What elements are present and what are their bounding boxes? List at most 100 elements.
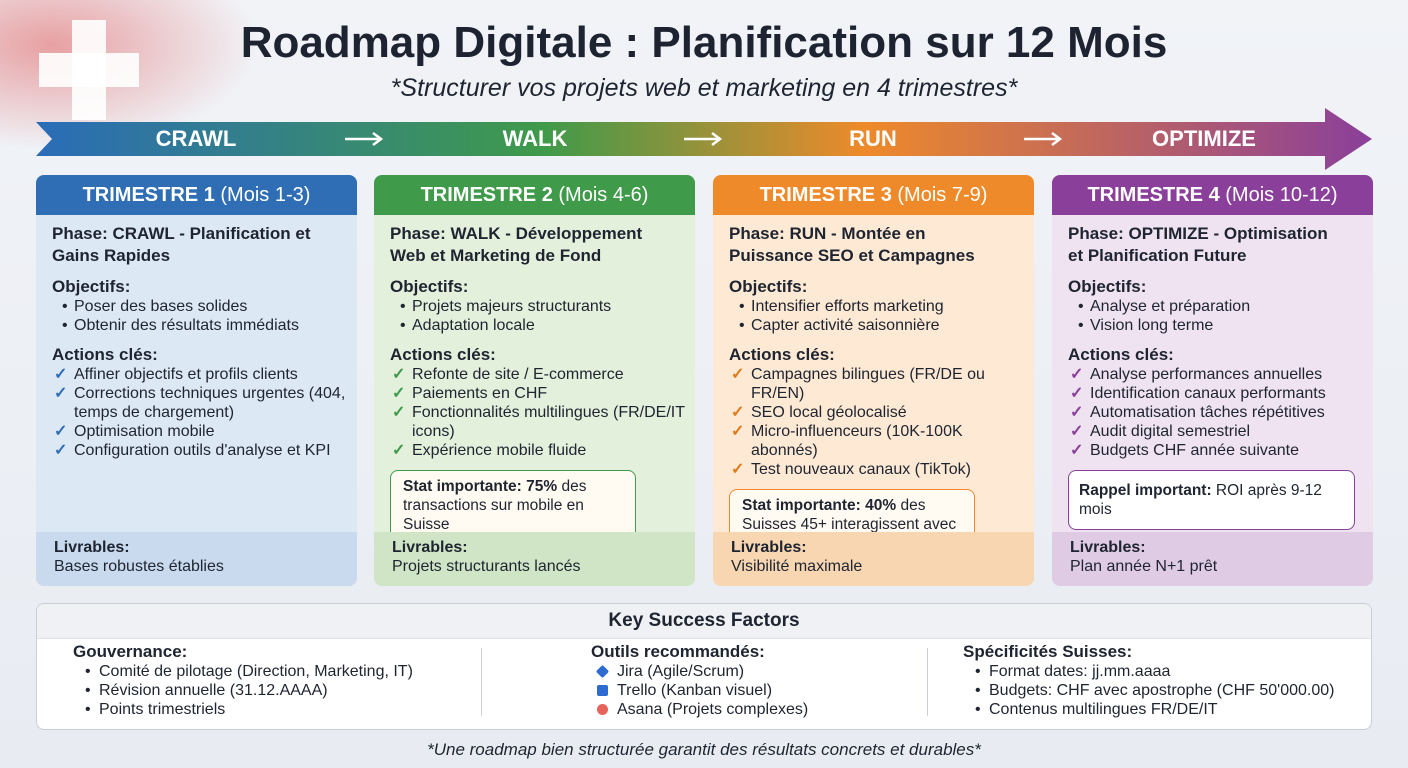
subtitle: *Structurer vos projets web et marketing…: [390, 74, 1018, 102]
phase-text: Phase: OPTIMIZE - Optimisation et Planif…: [1068, 224, 1328, 265]
action: Optimisation mobile: [52, 422, 347, 441]
stat-text: ROI après 9-12 mois: [1079, 482, 1322, 518]
objective: Obtenir des résultats immédiats: [52, 316, 347, 335]
deliverables-title: Livrables:: [731, 539, 807, 556]
title: Roadmap Digitale : Planification sur 12 …: [240, 18, 1168, 67]
deliverable: Bases robustes établies: [54, 558, 224, 575]
action: Automatisation tâches répétitives: [1068, 403, 1363, 422]
deliverable: Projets structurants lancés: [392, 558, 581, 575]
actions-list: Refonte de site / E-commercePaiements en…: [390, 365, 685, 460]
quarter-months: (Mois 10-12): [1225, 184, 1338, 206]
footer: *Une roadmap bien structurée garantit de…: [427, 740, 981, 759]
action: Fonctionnalités multilingues (FR/DE/IT i…: [390, 403, 685, 441]
phase-text: Phase: WALK - Développement Web et Marke…: [390, 224, 643, 265]
success-item: Points trimestriels: [77, 700, 413, 719]
action: Paiements en CHF: [390, 384, 685, 403]
quarter-label: TRIMESTRE 1: [82, 184, 215, 206]
stat-bold: Stat importante: 75%: [403, 478, 558, 495]
actions-title: Actions clés:: [52, 345, 158, 364]
objective: Intensifier efforts marketing: [729, 297, 1024, 316]
quarter-header: TRIMESTRE 1 (Mois 1-3): [36, 175, 357, 215]
stat-bold: Stat importante: 40%: [742, 497, 897, 514]
phase-text: Phase: RUN - Montée en Puissance SEO et …: [729, 224, 975, 265]
deliverables-title: Livrables:: [392, 539, 468, 556]
quarter-content: Phase: WALK - Développement Web et Marke…: [390, 223, 685, 541]
quarter-header: TRIMESTRE 4 (Mois 10-12): [1052, 175, 1373, 215]
objectives-list: Analyse et préparationVision long terme: [1068, 297, 1363, 335]
success-item: Comité de pilotage (Direction, Marketing…: [77, 662, 413, 681]
quarter-content: Phase: OPTIMIZE - Optimisation et Planif…: [1068, 223, 1363, 530]
actions-title: Actions clés:: [390, 345, 496, 364]
deliverables: Livrables: Plan année N+1 prêt: [1052, 532, 1373, 586]
objective: Poser des bases solides: [52, 297, 347, 316]
action: Refonte de site / E-commerce: [390, 365, 685, 384]
objective: Capter activité saisonnière: [729, 316, 1024, 335]
objectives-list: Poser des bases solidesObtenir des résul…: [52, 297, 347, 335]
objectives-title: Objectifs:: [1068, 277, 1147, 296]
action: Configuration outils d'analyse et KPI: [52, 441, 347, 460]
quarter-label: TRIMESTRE 4: [1087, 184, 1220, 206]
action: Test nouveaux canaux (TikTok): [729, 460, 1024, 479]
action: Corrections techniques urgentes (404, te…: [52, 384, 347, 422]
actions-title: Actions clés:: [729, 345, 835, 364]
objectives-title: Objectifs:: [729, 277, 808, 296]
objectives-list: Intensifier efforts marketingCapter acti…: [729, 297, 1024, 335]
deliverable: Plan année N+1 prêt: [1070, 558, 1218, 575]
objective: Projets majeurs structurants: [390, 297, 685, 316]
success-list: Jira (Agile/Scrum) Trello (Kanban visuel)…: [595, 662, 808, 719]
success-column-title: Outils recommandés:: [591, 642, 765, 661]
success-list: Format dates: jj.mm.aaaaBudgets: CHF ave…: [967, 662, 1334, 719]
objective: Analyse et préparation: [1068, 297, 1363, 316]
success-list: Comité de pilotage (Direction, Marketing…: [77, 662, 413, 719]
stat-box: Rappel important: ROI après 9-12 mois: [1068, 470, 1355, 530]
actions-list: Analyse performances annuellesIdentifica…: [1068, 365, 1363, 460]
success-item: Contenus multilingues FR/DE/IT: [967, 700, 1334, 719]
objective: Adaptation locale: [390, 316, 685, 335]
deliverables: Livrables: Visibilité maximale: [713, 532, 1034, 586]
quarter-header: TRIMESTRE 3 (Mois 7-9): [713, 175, 1034, 215]
deliverables-title: Livrables:: [54, 539, 130, 556]
quarter-card: TRIMESTRE 4 (Mois 10-12) Phase: OPTIMIZE …: [1052, 175, 1373, 586]
success-item: Budgets: CHF avec apostrophe (CHF 50'000…: [967, 681, 1334, 700]
action: Affiner objectifs et profils clients: [52, 365, 347, 384]
quarter-content: Phase: CRAWL - Planification et Gains Ra…: [52, 223, 347, 460]
quarter-card: TRIMESTRE 3 (Mois 7-9) Phase: RUN - Monté…: [713, 175, 1034, 586]
deliverable: Visibilité maximale: [731, 558, 863, 575]
success-title: Key Success Factors: [37, 604, 1371, 639]
action: SEO local géolocalisé: [729, 403, 1024, 422]
objective: Vision long terme: [1068, 316, 1363, 335]
success-column-title: Spécificités Suisses:: [963, 642, 1133, 661]
actions-list: Affiner objectifs et profils clientsCorr…: [52, 365, 347, 460]
success-item: Asana (Projets complexes): [595, 700, 808, 719]
success-column-title: Gouvernance:: [73, 642, 188, 661]
deliverables: Livrables: Projets structurants lancés: [374, 532, 695, 586]
quarter-content: Phase: RUN - Montée en Puissance SEO et …: [729, 223, 1024, 560]
objectives-title: Objectifs:: [52, 277, 131, 296]
phase-arrow: [36, 108, 1372, 170]
quarter-label: TRIMESTRE 2: [420, 184, 553, 206]
separator: [481, 648, 482, 716]
stat-text: des transactions sur mobile en Suisse: [403, 478, 587, 533]
quarter-label: TRIMESTRE 3: [759, 184, 892, 206]
separator: [927, 648, 928, 716]
phase-label: OPTIMIZE: [1152, 126, 1256, 151]
phase-label: WALK: [502, 126, 568, 151]
actions-list: Campagnes bilingues (FR/DE ou FR/EN)SEO …: [729, 365, 1024, 479]
phase-text: Phase: CRAWL - Planification et Gains Ra…: [52, 224, 311, 265]
action: Analyse performances annuelles: [1068, 365, 1363, 384]
quarter-months: (Mois 4-6): [558, 184, 649, 206]
success-column: Gouvernance:Comité de pilotage (Directio…: [73, 642, 413, 719]
actions-title: Actions clés:: [1068, 345, 1174, 364]
success-item: Jira (Agile/Scrum): [595, 662, 808, 681]
success-column: Outils recommandés: Jira (Agile/Scrum) Tre…: [591, 642, 808, 719]
action: Campagnes bilingues (FR/DE ou FR/EN): [729, 365, 1024, 403]
success-item: Révision annuelle (31.12.AAAA): [77, 681, 413, 700]
success-item: Format dates: jj.mm.aaaa: [967, 662, 1334, 681]
quarter-card: TRIMESTRE 2 (Mois 4-6) Phase: WALK - Déve…: [374, 175, 695, 586]
stat-bold: Rappel important:: [1079, 482, 1212, 499]
quarter-header: TRIMESTRE 2 (Mois 4-6): [374, 175, 695, 215]
deliverables-title: Livrables:: [1070, 539, 1146, 556]
objectives-title: Objectifs:: [390, 277, 469, 296]
